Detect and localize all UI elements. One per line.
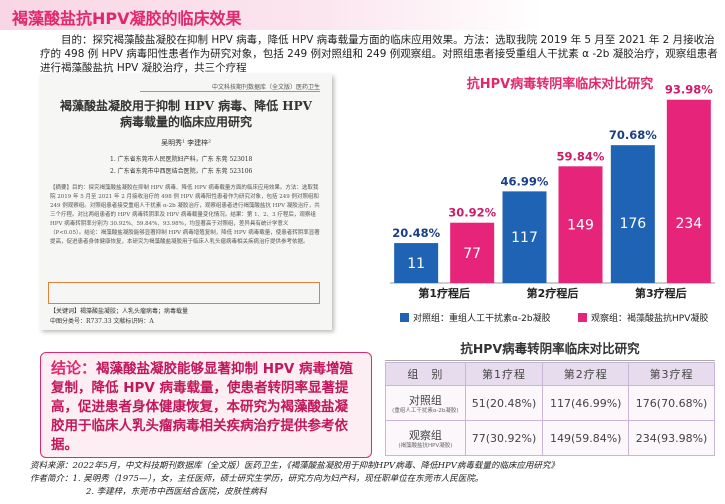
journal: 中文科技期刊数据库（全文版）医药卫生: [140, 82, 320, 92]
group: 对照组: [408, 393, 442, 407]
bar: [610, 145, 655, 283]
legend-swatch: [400, 313, 409, 322]
row: 对照组 (重组人工干扰素α-2b凝胶) 51(20.48%) 117(46.99%…: [385, 385, 715, 421]
table-title: 抗HPV病毒转阴率临床对比研究: [385, 338, 715, 361]
value-label: 59.84%: [557, 149, 605, 163]
bar-chart: 抗HPV病毒转阴率临床对比研究 第1疗程后 20.48% 11 30.92% 77 第2疗…: [390, 76, 715, 324]
paper-title: 褐藻酸盐凝胶用于抑制 HPV 病毒、降低 HPV 病毒载量的临床应用研究: [60, 99, 312, 129]
cell: 176(70.68%): [628, 385, 715, 421]
value-label: 20.48%: [392, 226, 440, 240]
author-note: 作者简介：1. 吴明秀（1975—），女，主任医师，硕士研究生学历，研究方向为妇…: [30, 474, 484, 484]
page-title: 褐藻酸盐抗HPV凝胶的临床效果: [12, 9, 242, 28]
category-label: 第1疗程后: [418, 286, 470, 300]
cell: 51(20.48%): [464, 385, 544, 421]
cell: 234(93.98%): [628, 420, 715, 456]
group-note: (重组人工干扰素α-2b凝胶): [392, 407, 459, 414]
count-label: 234: [675, 216, 702, 232]
cell: 117(46.99%): [542, 385, 630, 421]
title-bar: [0, 0, 725, 30]
chart-title: 抗HPV病毒转阴率临床对比研究: [467, 76, 653, 92]
conclusion-box: 结论：褐藻酸盐凝胶能够显著抑制 HPV 病毒增殖复制，降低 HPV 病毒载量，使…: [40, 352, 372, 458]
value-label: 46.99%: [501, 174, 549, 188]
group-note: (褐藻酸盐抗HPV凝胶): [398, 442, 453, 449]
count-label: 176: [619, 216, 646, 232]
paper-image: 中文科技期刊数据库（全文版）医药卫生 褐藻酸盐凝胶用于抑制 HPV 病毒、降低 …: [40, 74, 332, 330]
bar: [666, 99, 711, 283]
value-label: 93.98%: [665, 83, 713, 97]
table: 组 别 第1疗程 第2疗程 第3疗程 对照组 (重组人工干扰素α-2b凝胶) 51…: [385, 362, 715, 456]
source: 资料来源：2022年5月，中文科技期刊数据库（全文版）医药卫生，《褐藻酸盐凝胶用…: [30, 461, 559, 471]
group-cell: 观察组 (褐藻酸盐抗HPV凝胶): [385, 420, 466, 456]
bar: [394, 243, 439, 283]
header-cell: 第2疗程: [542, 362, 630, 386]
count-label: 149: [567, 218, 594, 234]
header-cell: 第1疗程: [464, 362, 544, 386]
affiliation: 2. 广东省东莞市中西医结合医院，广东 东莞 523106: [110, 168, 253, 175]
value-label: 30.92%: [448, 206, 496, 220]
group: 观察组: [408, 428, 442, 442]
cell: 149(59.84%): [542, 420, 630, 456]
cell: 77(30.92%): [464, 420, 544, 456]
header-cell: 第3疗程: [628, 362, 715, 386]
value-label: 70.68%: [609, 128, 657, 142]
footer: 资料来源：2022年5月，中文科技期刊数据库（全文版）医药卫生，《褐藻酸盐凝胶用…: [30, 460, 720, 499]
abstract: 【摘要】目的：探究褐藻酸盐凝胶在抑制 HPV 病毒、降低 HPV 病毒载量方面的…: [50, 185, 320, 245]
conclusion-label: 结论：: [51, 359, 97, 377]
category-label: 第2疗程后: [527, 286, 579, 300]
legend-label: 观察组：褐藻酸盐抗HPV凝胶: [591, 312, 708, 324]
legend-swatch: [578, 313, 587, 322]
header-row: 组 别 第1疗程 第2疗程 第3疗程: [385, 362, 715, 386]
count-label: 11: [407, 256, 425, 272]
count-label: 117: [511, 230, 538, 246]
highlight-box: [48, 282, 320, 304]
category-label: 第3疗程后: [635, 286, 687, 300]
legend-label: 对照组：重组人工干扰素α-2b凝胶: [413, 312, 551, 324]
affiliation: 1. 广东省东莞市人民医院妇产科，广东 东莞 523018: [110, 156, 253, 163]
conclusion-text: 褐藻酸盐凝胶能够显著抑制 HPV 病毒增殖复制，降低 HPV 病毒载量，使患者转…: [51, 361, 354, 453]
count-label: 77: [463, 246, 481, 262]
keywords: 【关键词】褐藻酸盐凝胶；人乳头瘤病毒；病毒载量: [50, 308, 189, 315]
authors: 吴明秀¹ 李建梓²: [161, 139, 211, 147]
header-cell: 组 别: [385, 362, 466, 386]
author-note: 2. 李建梓，东莞市中西医结合医院，皮肤性病科: [86, 487, 267, 497]
bar: [558, 166, 603, 283]
bar: [502, 191, 547, 283]
bar: [450, 222, 495, 283]
classification: 中图分类号：R737.33 文献标识码：A: [50, 318, 154, 325]
intro-text: 目的：探究褐藻酸盐凝胶在抑制 HPV 病毒，降低 HPV 病毒载量方面的临床应用…: [40, 34, 718, 74]
group-cell: 对照组 (重组人工干扰素α-2b凝胶): [385, 385, 466, 421]
row: 观察组 (褐藻酸盐抗HPV凝胶) 77(30.92%) 149(59.84%) 2…: [385, 420, 715, 456]
